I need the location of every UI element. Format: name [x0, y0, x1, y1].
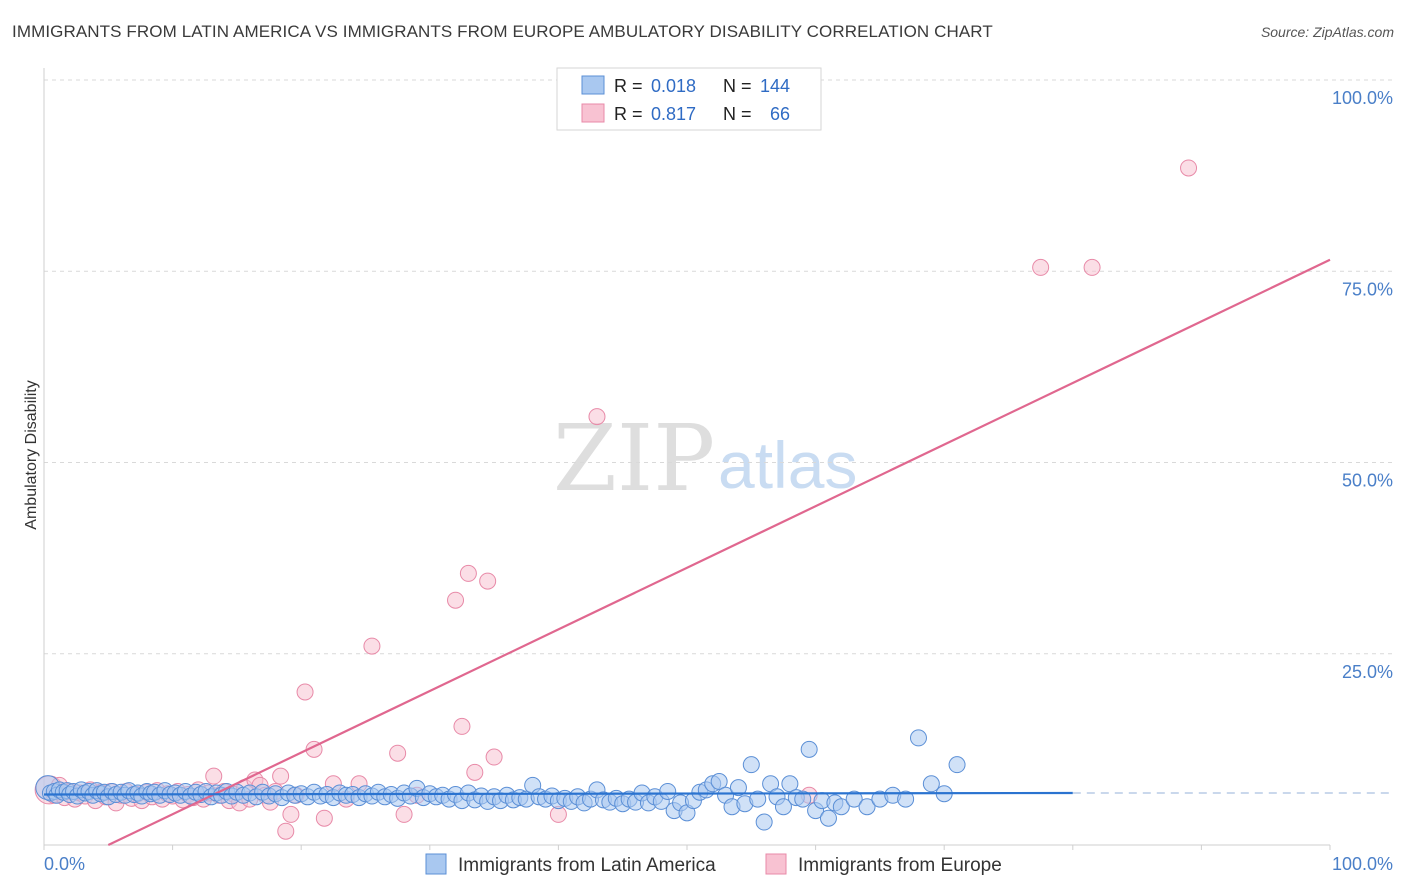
- legend-r-value-2: 0.817: [651, 104, 696, 124]
- legend-n-value-1: 144: [760, 76, 790, 96]
- y-tick-label-100: 100.0%: [1332, 88, 1393, 108]
- x-tick-max: 100.0%: [1332, 854, 1393, 874]
- x-tick-min: 0.0%: [44, 854, 85, 874]
- latin-america-point: [858, 798, 876, 816]
- grid: [44, 79, 1392, 655]
- latin-america-point: [922, 775, 940, 793]
- y-tick-label-50: 50.0%: [1342, 471, 1393, 491]
- europe-point: [395, 805, 413, 823]
- legend-n-label-1: N =: [723, 76, 752, 96]
- latin-america-point: [897, 790, 915, 808]
- latin-america-point: [659, 782, 677, 800]
- europe-point: [205, 767, 223, 785]
- legend-r-value-1: 0.018: [651, 76, 696, 96]
- latin-america-point: [832, 798, 850, 816]
- chart-title: IMMIGRANTS FROM LATIN AMERICA VS IMMIGRA…: [12, 22, 993, 41]
- europe-point: [459, 564, 477, 582]
- watermark-zip: ZIP: [553, 405, 715, 512]
- bottom-legend-label-europe: Immigrants from Europe: [798, 855, 1002, 876]
- latin-america-point: [948, 756, 966, 774]
- legend-r-label-1: R =: [614, 76, 643, 96]
- europe-point: [272, 767, 290, 785]
- europe-point: [588, 408, 606, 426]
- latin-america-point: [729, 779, 747, 797]
- latin-america-point: [749, 790, 767, 808]
- latin-america-trend-line: [43, 791, 1073, 796]
- legend-swatch-europe: [581, 103, 605, 123]
- trend-lines: [43, 258, 1392, 846]
- source-label: Source: ZipAtlas.com: [1260, 24, 1394, 40]
- series-legend: Immigrants from Latin America Immigrants…: [425, 853, 1002, 876]
- correlation-legend: R = 0.018 N = 144 R = 0.817 N = 66: [556, 67, 822, 131]
- y-tick-label-25: 25.0%: [1342, 662, 1393, 682]
- europe-point: [466, 763, 484, 781]
- europe-point: [296, 683, 314, 701]
- legend-r-label-2: R =: [614, 104, 643, 124]
- latin-america-point: [781, 775, 799, 793]
- europe-point: [363, 637, 381, 655]
- europe-trend-line: [107, 258, 1331, 846]
- latin-america-points: [35, 729, 966, 831]
- bottom-legend-swatch-latin-america: [425, 853, 447, 875]
- europe-point: [1083, 258, 1101, 276]
- europe-point: [453, 717, 471, 735]
- latin-america-point: [794, 790, 812, 808]
- latin-america-point: [742, 756, 760, 774]
- legend-n-label-2: N =: [723, 104, 752, 124]
- legend-n-value-2: 66: [770, 104, 790, 124]
- legend-swatch-latin-america: [581, 75, 605, 95]
- europe-point: [1032, 258, 1050, 276]
- y-tick-label-75: 75.0%: [1342, 279, 1393, 299]
- latin-america-point: [845, 790, 863, 808]
- europe-point: [282, 805, 300, 823]
- europe-point: [479, 572, 497, 590]
- europe-point: [1180, 159, 1198, 177]
- latin-america-point: [774, 798, 792, 816]
- europe-point: [389, 744, 407, 762]
- y-tick-labels: 25.0% 50.0% 75.0% 100.0%: [1332, 88, 1393, 682]
- europe-point: [447, 591, 465, 609]
- latin-america-point: [800, 740, 818, 758]
- europe-point: [485, 748, 503, 766]
- y-axis-label: Ambulatory Disability: [23, 380, 40, 529]
- europe-point: [315, 809, 333, 827]
- europe-point: [277, 822, 295, 840]
- axes: [43, 68, 1331, 850]
- latin-america-point: [755, 813, 773, 831]
- latin-america-point: [819, 809, 837, 827]
- latin-america-point: [909, 729, 927, 747]
- watermark-atlas: atlas: [718, 428, 857, 502]
- latin-america-point: [710, 773, 728, 791]
- bottom-legend-label-latin-america: Immigrants from Latin America: [458, 855, 716, 876]
- bottom-legend-swatch-europe: [765, 853, 787, 875]
